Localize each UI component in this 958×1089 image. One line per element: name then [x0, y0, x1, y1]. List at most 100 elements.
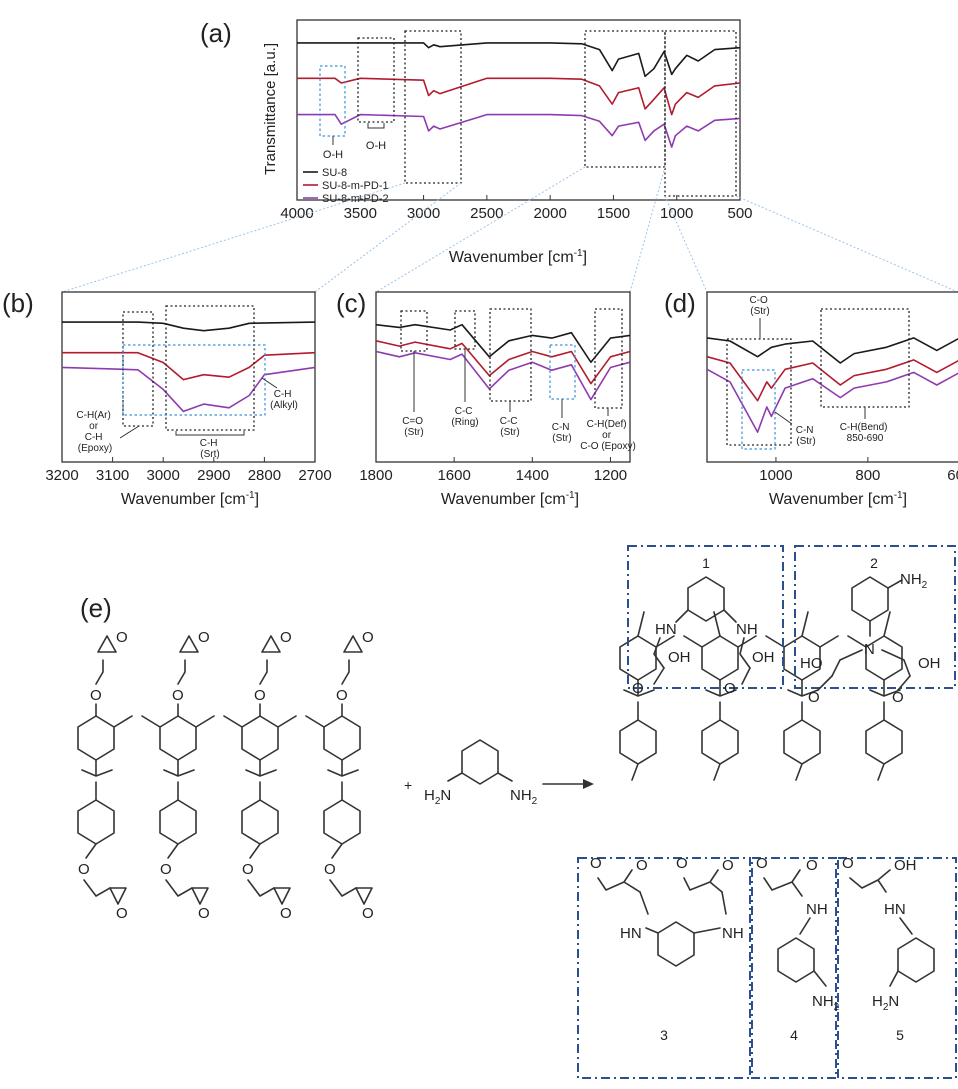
svg-text:O: O — [198, 629, 210, 646]
svg-text:O: O — [636, 857, 648, 874]
x-tick-label-b: 3100 — [96, 467, 129, 484]
oh-bracket — [367, 123, 385, 129]
su8-unit-3: O O O O — [223, 629, 297, 922]
panel-label-b: (b) — [2, 288, 34, 318]
box-number-5: 5 — [896, 1027, 904, 1043]
panel-b: (b) 3200 3100 3000 2900 2800 2700 Wavenumber … — [2, 288, 332, 508]
series-line-b-1 — [62, 321, 316, 332]
svg-text:O: O — [676, 855, 688, 872]
svg-text:NH2: NH2 — [510, 787, 538, 807]
svg-text:O: O — [590, 855, 602, 872]
svg-text:O: O — [280, 905, 292, 922]
series-line-d-2 — [706, 355, 958, 402]
svg-text:NH2: NH2 — [900, 571, 928, 591]
svg-text:O: O — [724, 680, 736, 697]
y-axis-label: Transmittance [a.u.] — [262, 43, 279, 175]
zoom-guides — [61, 166, 958, 293]
cn-box-d — [741, 369, 776, 450]
ch-srt-label: C-H (Srt) — [200, 438, 221, 460]
series-line-d-3 — [706, 368, 958, 433]
x-tick-label-c: 1800 — [359, 467, 392, 484]
reaction-arrow — [542, 779, 594, 789]
x-tick-label-a: 4000 — [280, 205, 313, 222]
svg-text:O: O — [722, 857, 734, 874]
ch-ar-leader — [119, 425, 140, 439]
oh-box — [357, 37, 395, 123]
x-ticks-b: 3200 3100 3000 2900 2800 2700 — [45, 457, 332, 484]
zoom-guide-d-left — [664, 195, 708, 293]
svg-text:NH: NH — [806, 901, 828, 918]
plot-frame-c — [375, 291, 631, 463]
panel-label-d: (d) — [664, 288, 696, 318]
x-tick-label-d: 800 — [855, 467, 880, 484]
x-tick-label-c: 1200 — [594, 467, 627, 484]
series-line-a-3 — [297, 113, 741, 148]
x-axis-label-a: Wavenumber [cm-1] — [449, 248, 587, 266]
plot-frame-d — [706, 291, 958, 463]
svg-text:NH2: NH2 — [812, 993, 840, 1013]
product-box-3: O O O O HN NH 3 — [577, 855, 751, 1079]
box-number-3: 3 — [660, 1027, 668, 1043]
fingerprint-box-1 — [584, 30, 666, 168]
svg-text:O: O — [242, 861, 254, 878]
x-axis-label-d: Wavenumber [cm-1] — [769, 490, 907, 508]
svg-text:O: O — [362, 905, 374, 922]
cc-str-box — [489, 308, 532, 402]
svg-text:O: O — [116, 629, 128, 646]
x-axis-label-b: Wavenumber [cm-1] — [121, 490, 259, 508]
svg-text:O: O — [806, 857, 818, 874]
svg-text:O: O — [116, 905, 128, 922]
product-unit-3 — [765, 635, 839, 781]
cc-ring-box — [454, 310, 476, 350]
legend: SU-8 SU-8-m-PD-1 SU-8-m-PD-2 — [303, 167, 389, 205]
oh-box-blue — [319, 65, 346, 137]
panel-label-a: (a) — [200, 18, 232, 48]
ch-def-label: C-H(Def) or C-O (Epoxy) — [580, 419, 636, 452]
series-line-b-3 — [61, 366, 316, 413]
ch-srt-box — [165, 305, 255, 431]
x-tick-label-b: 2900 — [197, 467, 230, 484]
svg-text:OH: OH — [918, 655, 941, 672]
x-ticks-c: 1800 1600 1400 1200 — [359, 457, 627, 484]
series-group-a — [297, 42, 741, 148]
legend-label-pd1: SU-8-m-PD-1 — [322, 180, 389, 192]
svg-text:O: O — [756, 855, 768, 872]
series-group-c — [375, 323, 631, 401]
oh-label-2: O-H — [366, 140, 386, 152]
product-unit-4 — [847, 635, 903, 781]
svg-text:O: O — [632, 680, 644, 697]
mpd-structure: H2N NH2 — [424, 739, 538, 807]
plot-frame-b — [61, 291, 316, 463]
ch-bend-label: C-H(Bend) 850-690 — [840, 422, 891, 444]
cn-leader-d — [774, 411, 793, 425]
svg-text:HN: HN — [620, 925, 642, 942]
su8-unit-4: O O O O — [305, 629, 374, 922]
panel-label-e: (e) — [80, 593, 112, 623]
panel-label-c: (c) — [336, 288, 366, 318]
svg-text:N: N — [864, 641, 875, 658]
x-tick-label-a: 1000 — [660, 205, 693, 222]
svg-text:NH: NH — [736, 621, 758, 638]
panel-e: (e) O O O O O — [77, 545, 957, 1079]
x-tick-label-c: 1600 — [437, 467, 470, 484]
x-tick-label-a: 2500 — [470, 205, 503, 222]
ch-alkyl-leader — [261, 377, 278, 389]
svg-text:HN: HN — [884, 901, 906, 918]
x-tick-label-a: 2000 — [533, 205, 566, 222]
series-line-c-1 — [375, 323, 631, 364]
x-ticks-d: 1000 800 600 — [759, 457, 958, 484]
panel-a: (a) Transmittance [a.u.] 4000 3500 3000 250… — [200, 18, 753, 266]
series-line-d-1 — [706, 337, 958, 364]
x-tick-label-c: 1400 — [516, 467, 549, 484]
su8-unit-1: O O O O — [77, 629, 133, 922]
product-box-2: 2 NH2 N HO OH O O — [794, 545, 956, 706]
x-tick-label-a: 1500 — [597, 205, 630, 222]
x-tick-label-b: 2800 — [248, 467, 281, 484]
series-line-c-3 — [375, 350, 631, 401]
svg-text:O: O — [78, 861, 90, 878]
svg-text:OH: OH — [752, 649, 775, 666]
x-ticks-a: 4000 3500 3000 2500 2000 1500 1000 500 — [280, 195, 753, 222]
svg-text:H2N: H2N — [872, 993, 899, 1013]
cn-label: C-N (Str) — [552, 422, 573, 444]
ch-box-a — [404, 30, 462, 184]
